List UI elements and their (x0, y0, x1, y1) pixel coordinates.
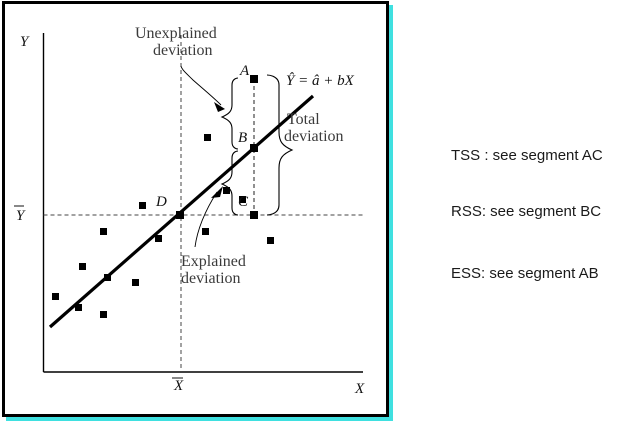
svg-text:B: B (238, 130, 247, 146)
svg-text:Total: Total (287, 111, 320, 128)
svg-text:X: X (354, 381, 365, 397)
svg-text:C: C (238, 194, 249, 210)
svg-text:deviation: deviation (153, 42, 213, 59)
svg-text:deviation: deviation (284, 128, 344, 145)
svg-text:Y: Y (16, 208, 26, 224)
svg-text:D: D (155, 194, 167, 210)
svg-text:deviation: deviation (181, 270, 241, 287)
svg-text:Unexplained: Unexplained (135, 25, 217, 42)
svg-text:X: X (173, 378, 184, 394)
svg-text:Y: Y (20, 34, 30, 50)
svg-text:Ŷ = â + bX: Ŷ = â + bX (286, 72, 355, 89)
svg-text:A: A (239, 63, 250, 79)
svg-text:Explained: Explained (181, 253, 246, 270)
